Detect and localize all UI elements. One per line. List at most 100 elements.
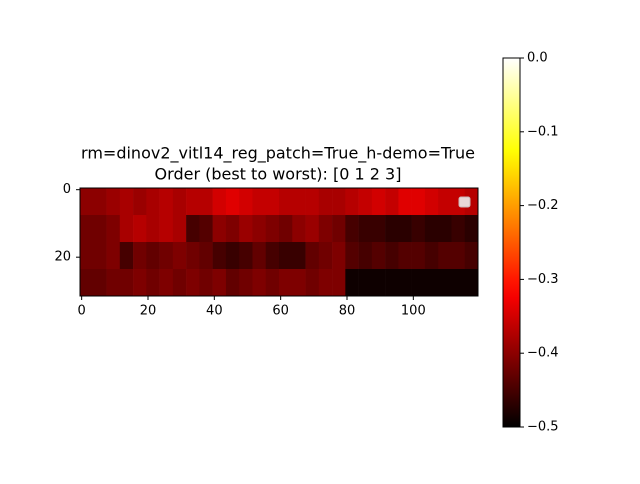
x-tick-label: 100: [401, 304, 426, 319]
heatmap-cell: [80, 188, 94, 216]
heatmap-cell: [212, 242, 227, 270]
colorbar-tick-label: −0.2: [527, 198, 559, 213]
heatmap-cell: [159, 242, 174, 270]
heatmap-cell: [305, 269, 320, 297]
y-tick-label: 0: [63, 182, 71, 197]
x-tick-label: 0: [78, 304, 86, 319]
heatmap-cell: [106, 242, 121, 270]
heatmap-cell: [371, 215, 386, 243]
heatmap-cell: [146, 242, 160, 270]
heatmap-cell: [464, 269, 479, 297]
heatmap-cell: [411, 269, 426, 297]
heatmap-cell: [199, 242, 213, 270]
heatmap-cell: [318, 269, 333, 297]
heatmap-cell: [159, 215, 174, 243]
heatmap-cell: [345, 242, 359, 270]
heatmap-cell: [385, 215, 399, 243]
heatmap-cell: [305, 215, 320, 243]
heatmap-cell: [438, 188, 452, 216]
heatmap-cell: [186, 269, 200, 297]
heatmap-cell: [199, 188, 213, 216]
colorbar-tick-label: −0.4: [527, 346, 559, 361]
legend-box: [458, 196, 471, 208]
heatmap-cell: [186, 215, 200, 243]
heatmap-cell: [80, 215, 94, 243]
heatmap-cell: [424, 215, 439, 243]
heatmap-cell: [172, 188, 187, 216]
colorbar-tick-label: −0.1: [527, 124, 559, 139]
x-tick-label: 20: [140, 304, 157, 319]
heatmap-cell: [292, 269, 306, 297]
heatmap-cell: [199, 215, 213, 243]
heatmap-cell: [252, 188, 267, 216]
heatmap-cell: [332, 242, 346, 270]
heatmap-cell: [265, 215, 280, 243]
heatmap-cell: [411, 188, 426, 216]
heatmap-cell: [279, 215, 293, 243]
heatmap-cell: [212, 215, 227, 243]
heatmap-cell: [252, 242, 267, 270]
heatmap-cell: [225, 188, 240, 216]
heatmap-cell: [464, 188, 479, 216]
heatmap-cell: [239, 215, 253, 243]
heatmap-cell: [239, 242, 253, 270]
heatmap-cell: [424, 269, 439, 297]
heatmap-cell: [345, 269, 359, 297]
heatmap-cell: [385, 188, 399, 216]
heatmap-cell: [451, 242, 466, 270]
heatmap-cell: [424, 188, 439, 216]
heatmap-cell: [371, 242, 386, 270]
heatmap-cell: [345, 215, 359, 243]
heatmap-cell: [318, 242, 333, 270]
heatmap-cell: [119, 188, 134, 216]
heatmap-cell: [438, 269, 452, 297]
heatmap-cell: [305, 242, 320, 270]
heatmap-cell: [93, 188, 107, 216]
heatmap-cell: [265, 269, 280, 297]
heatmap-cell: [411, 215, 426, 243]
heatmap-cell: [371, 269, 386, 297]
colorbar: [502, 57, 521, 428]
heatmap-cell: [186, 242, 200, 270]
heatmap-cell: [199, 269, 213, 297]
heatmap-cell: [398, 215, 412, 243]
heatmap-cell: [172, 269, 187, 297]
heatmap-cell: [159, 188, 174, 216]
heatmap-cell: [318, 188, 333, 216]
x-tick-label: 80: [339, 304, 356, 319]
heatmap-cell: [133, 188, 147, 216]
heatmap-cell: [279, 188, 293, 216]
heatmap-cell: [186, 188, 200, 216]
heatmap-cell: [371, 188, 386, 216]
heatmap-cell: [464, 215, 479, 243]
heatmap-cell: [424, 242, 439, 270]
heatmap-cell: [106, 188, 121, 216]
heatmap-cell: [279, 269, 293, 297]
heatmap-cell: [451, 215, 466, 243]
heatmap-cell: [106, 215, 121, 243]
heatmap-cell: [133, 215, 147, 243]
heatmap-cell: [385, 242, 399, 270]
heatmap-cell: [93, 215, 107, 243]
heatmap-cell: [358, 188, 373, 216]
heatmap-cell: [252, 215, 267, 243]
heatmap-cell: [239, 188, 253, 216]
heatmap-cell: [398, 242, 412, 270]
heatmap-cell: [119, 242, 134, 270]
chart-subtitle: Order (best to worst): [0 1 2 3]: [155, 165, 402, 184]
heatmap-cell: [385, 269, 399, 297]
heatmap-cell: [398, 188, 412, 216]
heatmap-cell: [146, 215, 160, 243]
heatmap-cell: [93, 269, 107, 297]
heatmap-cell: [172, 215, 187, 243]
heatmap-cell: [146, 188, 160, 216]
heatmap-cell: [80, 269, 94, 297]
colorbar-tick-label: −0.5: [527, 420, 559, 435]
axes-frame: [79, 187, 479, 297]
heatmap-cell: [225, 242, 240, 270]
heatmap-cell: [451, 188, 466, 216]
heatmap-cell: [133, 242, 147, 270]
heatmap-cell: [332, 188, 346, 216]
heatmap-cell: [133, 269, 147, 297]
